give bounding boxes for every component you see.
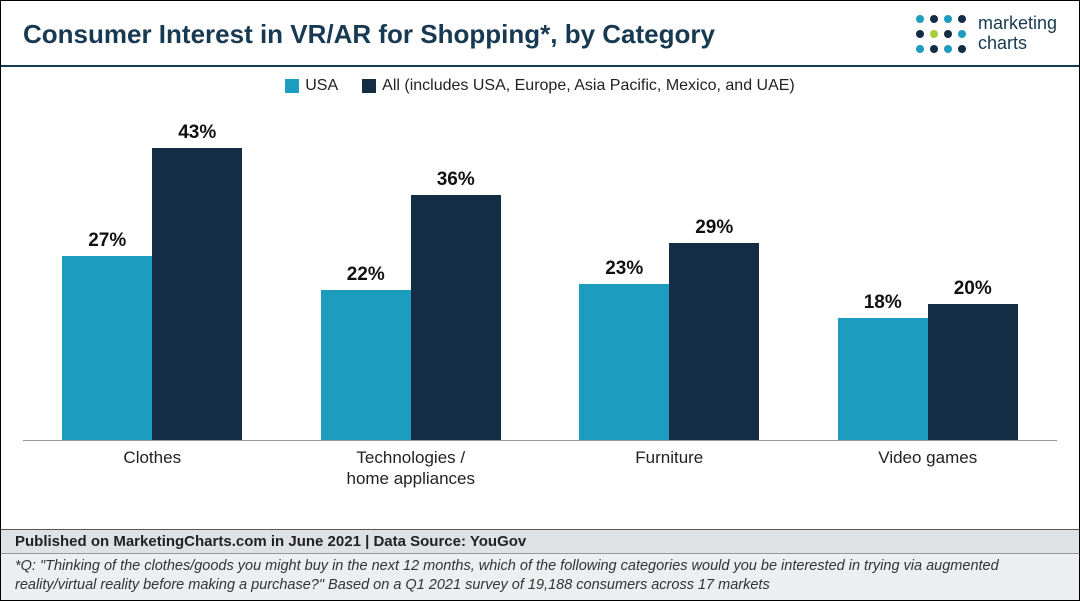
bar: [321, 290, 411, 440]
logo-text-line1: marketing: [978, 14, 1057, 34]
legend-swatch-all: [362, 79, 376, 93]
bar-wrap: 43%: [152, 122, 242, 440]
x-axis-label: Clothes: [42, 447, 262, 490]
bar-value-label: 23%: [605, 258, 643, 280]
bar-group: 22% 36%: [301, 169, 521, 440]
bar-value-label: 43%: [178, 122, 216, 144]
bar-wrap: 29%: [669, 217, 759, 440]
bar-group: 18% 20%: [818, 278, 1038, 440]
logo-text: marketing charts: [978, 14, 1057, 54]
footer-note: *Q: "Thinking of the clothes/goods you m…: [1, 554, 1079, 600]
x-axis-labels: Clothes Technologies /home appliances Furn…: [23, 447, 1057, 490]
bar: [838, 318, 928, 440]
bar-wrap: 18%: [838, 292, 928, 440]
bar-group: 27% 43%: [42, 122, 262, 440]
logo: marketing charts: [914, 13, 1057, 55]
footer-source-line: Published on MarketingCharts.com in June…: [1, 529, 1079, 554]
bar-wrap: 23%: [579, 258, 669, 440]
x-axis-label: Video games: [818, 447, 1038, 490]
bar-group: 23% 29%: [559, 217, 779, 440]
x-axis-label: Technologies /home appliances: [301, 447, 521, 490]
legend-item-all: All (includes USA, Europe, Asia Pacific,…: [362, 77, 795, 95]
bar-value-label: 18%: [864, 292, 902, 314]
logo-dots-icon: [914, 13, 968, 55]
footer: Published on MarketingCharts.com in June…: [1, 529, 1079, 600]
chart-area: 27% 43% 22% 36% 23% 29% 18% 20% Clothes Technolo…: [23, 101, 1057, 499]
legend-label-all: All (includes USA, Europe, Asia Pacific,…: [382, 77, 795, 95]
logo-text-line2: charts: [978, 34, 1057, 54]
legend: USA All (includes USA, Europe, Asia Paci…: [1, 67, 1079, 101]
legend-swatch-usa: [285, 79, 299, 93]
x-axis-label: Furniture: [559, 447, 779, 490]
bar-value-label: 22%: [347, 264, 385, 286]
bar-wrap: 27%: [62, 230, 152, 440]
chart-title: Consumer Interest in VR/AR for Shopping*…: [23, 13, 715, 50]
bar-wrap: 22%: [321, 264, 411, 440]
bar-value-label: 20%: [954, 278, 992, 300]
header: Consumer Interest in VR/AR for Shopping*…: [1, 1, 1079, 67]
chart-plot: 27% 43% 22% 36% 23% 29% 18% 20%: [23, 101, 1057, 441]
bar: [579, 284, 669, 440]
bar-value-label: 36%: [437, 169, 475, 191]
bar: [928, 304, 1018, 440]
bar-value-label: 27%: [88, 230, 126, 252]
bar: [669, 243, 759, 440]
bar-wrap: 20%: [928, 278, 1018, 440]
bar-wrap: 36%: [411, 169, 501, 440]
bar: [411, 195, 501, 440]
bar: [62, 256, 152, 440]
legend-label-usa: USA: [305, 77, 338, 95]
bar-value-label: 29%: [695, 217, 733, 239]
legend-item-usa: USA: [285, 77, 338, 95]
bar: [152, 148, 242, 440]
